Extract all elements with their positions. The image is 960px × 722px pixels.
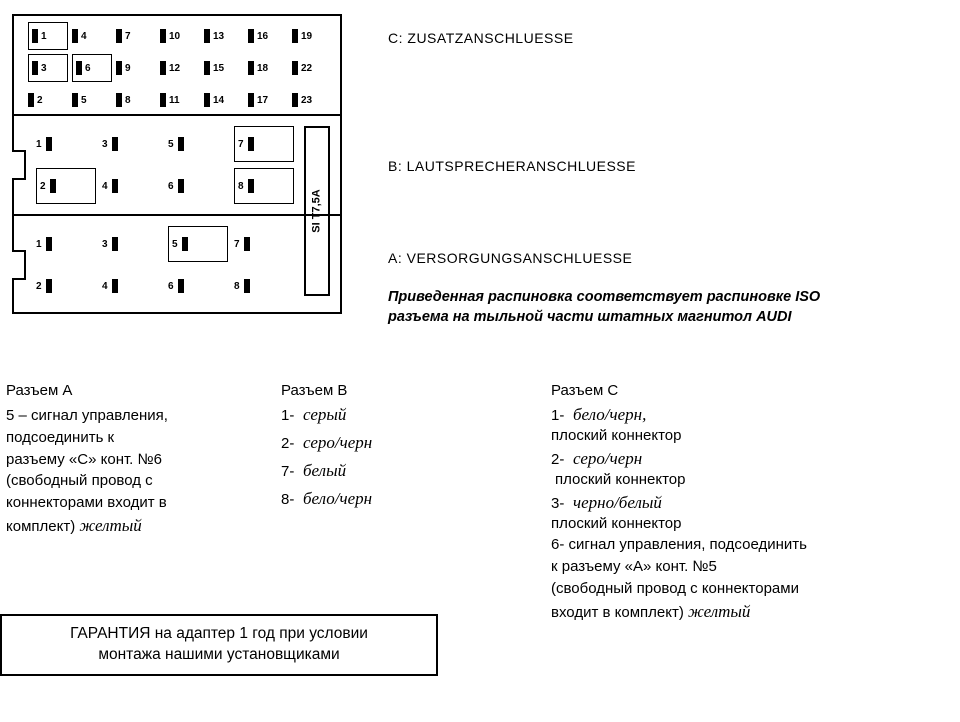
pin-c-7: 7 xyxy=(125,31,131,42)
label-c: C: ZUSATZANSCHLUESSE xyxy=(388,30,574,46)
label-a: A: VERSORGUNGSANSCHLUESSE xyxy=(388,250,632,266)
col-b-title: Разъем B xyxy=(281,382,539,399)
col-b: Разъем B 1-серый 2-серо/черн 7-белый 8-б… xyxy=(275,382,545,624)
pin-b-5: 5 xyxy=(168,139,174,150)
col-c-title: Разъем C xyxy=(551,382,954,399)
col-b-idx: 7- xyxy=(281,463,303,480)
pin-c-12: 12 xyxy=(169,63,180,74)
pin-c-18: 18 xyxy=(257,63,268,74)
col-c-hand: серо/черн xyxy=(573,449,642,469)
pin-a-1: 1 xyxy=(36,239,42,250)
pin-b-8: 8 xyxy=(238,181,244,192)
col-a-line: подсоединить к xyxy=(6,427,269,449)
col-a: Разъем A 5 – сигнал управления, подсоеди… xyxy=(0,382,275,624)
col-c-idx: 2- xyxy=(551,451,573,468)
col-a-line: разъему «C» конт. №6 xyxy=(6,449,269,471)
pin-a-2: 2 xyxy=(36,281,42,292)
col-c-tail: входит в комплект) xyxy=(551,604,684,621)
pin-c-8: 8 xyxy=(125,95,131,106)
pin-c-6: 6 xyxy=(85,63,91,74)
fuse-label: SI T7,5A xyxy=(311,189,323,232)
pin-c-13: 13 xyxy=(213,31,224,42)
pin-a-5: 5 xyxy=(172,239,178,250)
col-b-idx: 2- xyxy=(281,435,303,452)
col-c-sub: плоский коннектор xyxy=(551,513,954,535)
pin-a-3: 3 xyxy=(102,239,108,250)
pin-b-1: 1 xyxy=(36,139,42,150)
col-a-line: (свободный провод с xyxy=(6,470,269,492)
pin-a-6: 6 xyxy=(168,281,174,292)
col-b-hand: серый xyxy=(303,405,346,425)
col-c-idx: 1- xyxy=(551,407,573,424)
col-b-hand: белый xyxy=(303,461,346,481)
pin-c-2: 2 xyxy=(37,95,43,106)
pin-b-2: 2 xyxy=(40,181,46,192)
warranty-line2: монтажа нашими установщиками xyxy=(12,645,426,666)
pin-b-4: 4 xyxy=(102,181,108,192)
col-c-tail: (свободный провод с коннекторами xyxy=(551,578,954,600)
pin-c-10: 10 xyxy=(169,31,180,42)
col-c-tail: 6- сигнал управления, подсоединить xyxy=(551,534,954,556)
label-b: B: LAUTSPRECHERANSCHLUESSE xyxy=(388,158,636,174)
pin-c-23: 23 xyxy=(301,95,312,106)
pin-c-17: 17 xyxy=(257,95,268,106)
pin-b-3: 3 xyxy=(102,139,108,150)
col-c-idx: 3- xyxy=(551,495,573,512)
col-c: Разъем C 1-бело/черн, плоский коннектор … xyxy=(545,382,960,624)
col-c-hand: бело/черн, xyxy=(573,405,646,425)
col-c-hand-tail: желтый xyxy=(688,602,750,621)
col-c-hand: черно/белый xyxy=(573,493,662,513)
col-c-sub: плоский коннектор xyxy=(551,469,954,491)
col-b-idx: 1- xyxy=(281,407,303,424)
note-iso-line2: разъема на тыльной части штатных магнито… xyxy=(388,308,940,328)
pin-c-19: 19 xyxy=(301,31,312,42)
pin-a-8: 8 xyxy=(234,281,240,292)
pin-c-11: 11 xyxy=(169,95,180,106)
pin-c-5: 5 xyxy=(81,95,87,106)
pin-a-7: 7 xyxy=(234,239,240,250)
pin-b-6: 6 xyxy=(168,181,174,192)
col-b-idx: 8- xyxy=(281,491,303,508)
note-iso: Приведенная распиновка соответствует рас… xyxy=(388,288,940,327)
col-a-line: коннекторами входит в xyxy=(6,492,269,514)
col-b-hand: серо/черн xyxy=(303,433,372,453)
connector-diagram: 1 4 7 10 13 16 19 3 6 9 12 15 18 22 2 5 … xyxy=(12,14,342,314)
col-b-hand: бело/черн xyxy=(303,489,372,509)
pin-c-9: 9 xyxy=(125,63,131,74)
pinout-columns: Разъем A 5 – сигнал управления, подсоеди… xyxy=(0,382,960,624)
col-c-sub: плоский коннектор xyxy=(551,425,954,447)
col-a-line: комплект) xyxy=(6,518,75,535)
col-c-tail: к разъему «A» конт. №5 xyxy=(551,556,954,578)
warranty-box: ГАРАНТИЯ на адаптер 1 год при условии мо… xyxy=(0,614,438,676)
section-b: 1 3 5 7 2 4 6 8 xyxy=(14,116,340,216)
pin-c-3: 3 xyxy=(41,63,47,74)
pin-c-14: 14 xyxy=(213,95,224,106)
pin-c-4: 4 xyxy=(81,31,87,42)
col-a-title: Разъем A xyxy=(6,382,269,399)
pin-a-4: 4 xyxy=(102,281,108,292)
section-c: 1 4 7 10 13 16 19 3 6 9 12 15 18 22 2 5 … xyxy=(14,16,340,116)
pin-c-15: 15 xyxy=(213,63,224,74)
section-a: 1 3 5 7 2 4 6 8 xyxy=(14,216,340,314)
warranty-line1: ГАРАНТИЯ на адаптер 1 год при условии xyxy=(12,624,426,645)
note-iso-line1: Приведенная распиновка соответствует рас… xyxy=(388,288,940,308)
pin-c-16: 16 xyxy=(257,31,268,42)
pin-b-7: 7 xyxy=(238,139,244,150)
pin-c-22: 22 xyxy=(301,63,312,74)
col-a-line: 5 – сигнал управления, xyxy=(6,405,269,427)
col-a-handwritten: желтый xyxy=(79,516,141,535)
fuse-box: SI T7,5A xyxy=(304,126,330,296)
pin-c-1: 1 xyxy=(41,31,47,42)
